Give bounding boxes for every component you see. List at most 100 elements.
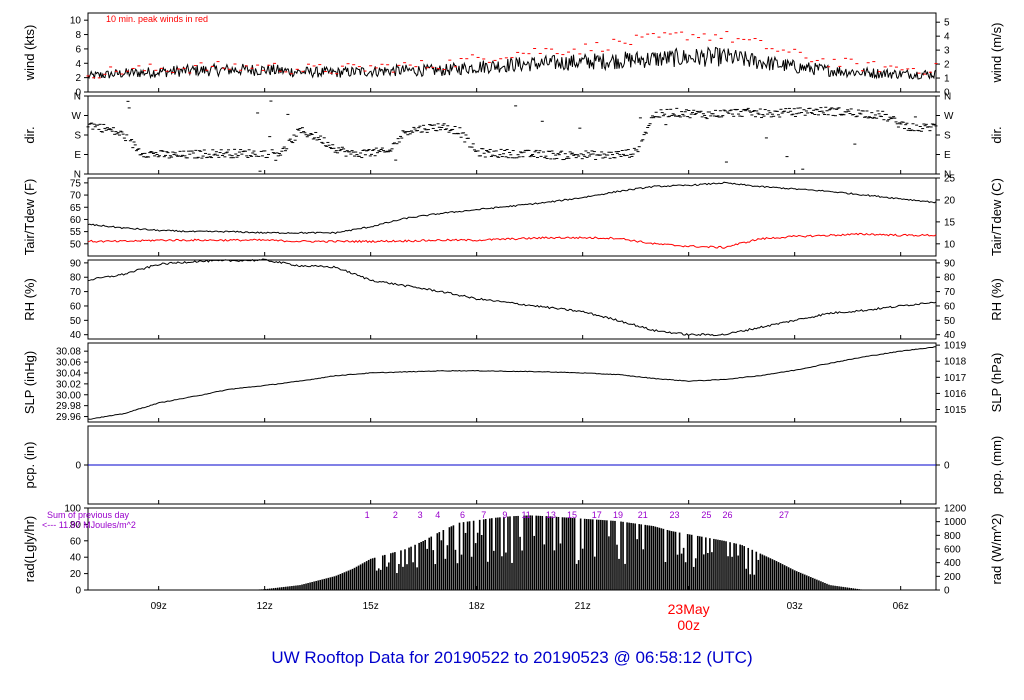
hour-marker: 15 <box>567 510 577 520</box>
y-tick-label: 30.00 <box>56 390 81 401</box>
hour-marker: 2 <box>393 510 398 520</box>
hour-marker: 19 <box>613 510 623 520</box>
hour-marker: 11 <box>521 510 530 520</box>
y-tick-label-right: 25 <box>944 174 956 185</box>
hour-marker: 23 <box>670 510 680 520</box>
y-tick-label: 80 <box>70 520 82 531</box>
radiation-sum-label: Sum of previous day <box>47 510 130 520</box>
peak-wind-annotation: 10 min. peak winds in red <box>106 14 208 24</box>
hour-marker: 17 <box>592 510 602 520</box>
footer-title: UW Rooftop Data for 20190522 to 20190523… <box>271 648 753 667</box>
y-tick-label-right: 1019 <box>944 341 967 352</box>
y-tick-label: 0 <box>75 461 81 472</box>
y-tick-label: 40 <box>70 553 82 564</box>
y-tick-label-right: 200 <box>944 572 961 583</box>
hour-marker: 6 <box>460 510 465 520</box>
y-tick-label: S <box>74 131 81 142</box>
y-tick-label-right: 90 <box>944 258 956 269</box>
air-temp-line <box>87 181 937 235</box>
y-axis-label-right: pcp. (mm) <box>989 436 1004 495</box>
y-tick-label: 6 <box>75 44 81 55</box>
y-tick-label-right: S <box>944 131 951 142</box>
panel-frame <box>87 342 937 423</box>
y-tick-label-right: 400 <box>944 558 961 569</box>
y-tick-label-right: 70 <box>944 287 956 298</box>
y-tick-label: N <box>74 170 81 181</box>
y-axis-label: Tair/Tdew (F) <box>22 179 37 256</box>
y-axis-label-right: SLP (hPa) <box>989 353 1004 413</box>
y-tick-label: 50 <box>70 316 82 327</box>
slp-line <box>87 346 937 420</box>
y-tick-label-right: 1018 <box>944 357 967 368</box>
x-tick-label: 15z <box>363 601 379 612</box>
x-tick-label: 03z <box>787 601 803 612</box>
y-tick-label-right: N <box>944 170 951 181</box>
y-tick-label: 29.96 <box>56 412 81 423</box>
y-tick-label: 0 <box>75 586 81 597</box>
y-axis-label-right: wind (m/s) <box>989 23 1004 84</box>
wind-speed-line <box>87 46 937 80</box>
y-tick-label-right: 3 <box>944 46 950 57</box>
x-tick-label: 18z <box>469 601 485 612</box>
y-tick-label: 30.02 <box>56 379 81 390</box>
y-tick-label-right: 80 <box>944 273 956 284</box>
y-tick-label-right: 0 <box>944 586 950 597</box>
y-tick-label-right: 50 <box>944 316 956 327</box>
hour-marker: 4 <box>435 510 440 520</box>
hour-marker: 1 <box>365 510 370 520</box>
y-tick-label: 100 <box>64 504 81 515</box>
y-tick-label: 30.06 <box>56 358 81 369</box>
y-axis-label: wind (kts) <box>22 25 37 82</box>
radiation-sum-value: <--- 11.97 MJoules/m^2 <box>42 520 136 530</box>
y-tick-label: 2 <box>75 73 81 84</box>
y-tick-label-right: 60 <box>944 301 956 312</box>
y-axis-label-right: rad (W/m^2) <box>989 513 1004 584</box>
y-tick-label-right: 1200 <box>944 504 967 515</box>
y-tick-label-right: 1 <box>944 74 950 85</box>
panel-3: RH (%) RH (%) 40 50 60 70 80 90 40 50 60 70 80 90 <box>22 258 1004 341</box>
y-tick-label: 20 <box>70 569 82 580</box>
panel-frame <box>87 95 937 175</box>
y-tick-label-right: 15 <box>944 217 956 228</box>
y-tick-label: E <box>74 150 81 161</box>
x-tick-label: 21z <box>575 601 591 612</box>
y-tick-label-right: 1000 <box>944 517 967 528</box>
panel-5: pcp. (in) pcp. (mm) 0 0 <box>22 425 1004 505</box>
y-axis-label: dir. <box>22 126 37 143</box>
y-tick-label-right: 1015 <box>944 405 967 416</box>
y-tick-label: 50 <box>70 239 82 250</box>
y-tick-label: 4 <box>75 59 81 70</box>
panel-frame <box>87 177 937 257</box>
x-tick-label: 09z <box>151 601 167 612</box>
panel-6: rad(Lgly/hr) rad (W/m^2)02040608010002004… <box>22 504 1004 597</box>
y-tick-label-right: 0 <box>944 461 950 472</box>
y-axis-label: SLP (inHg) <box>22 351 37 414</box>
y-tick-label-right: 1017 <box>944 373 967 384</box>
y-tick-label: N <box>74 92 81 103</box>
panel-1: dir. dir.N NE ES SW WN N <box>22 92 1004 181</box>
date-sublabel: 00z <box>677 617 700 633</box>
y-tick-label: 10 <box>70 16 82 27</box>
y-tick-label-right: 2 <box>944 60 950 71</box>
panel-frame <box>87 12 937 93</box>
hour-marker: 9 <box>502 510 507 520</box>
y-tick-label: W <box>72 111 82 122</box>
hour-marker: 7 <box>481 510 486 520</box>
y-tick-label: 29.98 <box>56 401 81 412</box>
y-tick-label-right: 800 <box>944 531 961 542</box>
y-axis-label-right: RH (%) <box>989 278 1004 321</box>
y-tick-label-right: 0 <box>944 88 950 99</box>
y-tick-label: 65 <box>70 203 82 214</box>
y-tick-label: 40 <box>70 330 82 341</box>
date-label: 23May <box>668 601 710 617</box>
hour-marker: 27 <box>779 510 789 520</box>
x-tick-label: 06z <box>893 601 909 612</box>
y-tick-label: 70 <box>70 287 82 298</box>
hour-marker: 26 <box>723 510 733 520</box>
y-tick-label: 30.08 <box>56 347 81 358</box>
panel-frame <box>87 259 937 340</box>
